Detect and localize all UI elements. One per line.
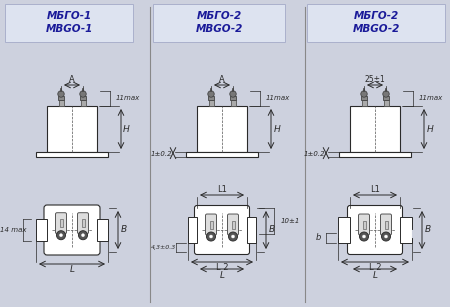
- Text: МБГО-1: МБГО-1: [46, 11, 92, 21]
- Bar: [247, 217, 256, 243]
- Bar: [59, 219, 63, 227]
- Circle shape: [57, 231, 66, 240]
- Bar: [80, 96, 86, 100]
- Bar: [230, 96, 236, 100]
- FancyBboxPatch shape: [55, 213, 67, 234]
- Circle shape: [208, 91, 214, 97]
- Text: MBGO-1: MBGO-1: [45, 24, 93, 34]
- Bar: [81, 100, 86, 106]
- FancyBboxPatch shape: [381, 214, 392, 235]
- Text: 1±0.2: 1±0.2: [150, 151, 172, 157]
- Text: b: b: [315, 233, 321, 243]
- Circle shape: [231, 235, 234, 238]
- Bar: [335, 230, 338, 238]
- Bar: [36, 219, 47, 241]
- Text: 14 max: 14 max: [0, 227, 26, 233]
- Bar: [208, 96, 214, 100]
- Circle shape: [382, 232, 391, 241]
- Circle shape: [80, 91, 86, 97]
- Bar: [186, 152, 258, 157]
- Bar: [230, 100, 235, 106]
- Text: 11max: 11max: [266, 95, 290, 102]
- FancyBboxPatch shape: [77, 213, 89, 234]
- Bar: [307, 4, 445, 42]
- FancyBboxPatch shape: [347, 205, 402, 255]
- Circle shape: [207, 232, 216, 241]
- Bar: [188, 217, 197, 243]
- Text: MBGO-2: MBGO-2: [352, 24, 400, 34]
- FancyBboxPatch shape: [228, 214, 238, 235]
- Text: L: L: [373, 270, 378, 279]
- Bar: [350, 106, 400, 152]
- Text: B: B: [425, 226, 431, 235]
- Circle shape: [58, 91, 64, 97]
- Circle shape: [78, 231, 87, 240]
- Bar: [58, 96, 64, 100]
- Circle shape: [59, 234, 63, 237]
- Circle shape: [360, 232, 369, 241]
- Bar: [339, 152, 411, 157]
- Bar: [153, 4, 285, 42]
- Bar: [47, 106, 97, 152]
- Bar: [383, 96, 389, 100]
- Text: A: A: [219, 76, 225, 84]
- Text: 25±1: 25±1: [364, 76, 385, 84]
- FancyBboxPatch shape: [359, 214, 369, 235]
- Text: МБГО-2: МБГО-2: [196, 11, 242, 21]
- Text: 10±1: 10±1: [281, 218, 301, 224]
- Circle shape: [81, 234, 85, 237]
- Bar: [383, 100, 388, 106]
- Bar: [361, 96, 367, 100]
- Bar: [208, 100, 213, 106]
- FancyBboxPatch shape: [44, 205, 100, 255]
- Text: МБГО-2: МБГО-2: [353, 11, 399, 21]
- Bar: [210, 220, 212, 228]
- Text: L: L: [220, 270, 225, 279]
- Bar: [384, 220, 387, 228]
- Text: H: H: [427, 125, 433, 134]
- Text: L1: L1: [217, 185, 227, 195]
- FancyBboxPatch shape: [206, 214, 216, 235]
- Text: B: B: [121, 226, 127, 235]
- Text: H: H: [122, 125, 130, 134]
- Text: 4,3±0.3: 4,3±0.3: [151, 245, 176, 250]
- Bar: [231, 220, 234, 228]
- Circle shape: [210, 235, 212, 238]
- Circle shape: [229, 232, 238, 241]
- Bar: [338, 217, 350, 243]
- FancyBboxPatch shape: [194, 205, 249, 255]
- Bar: [197, 106, 247, 152]
- Bar: [58, 100, 63, 106]
- Bar: [81, 219, 85, 227]
- Text: L: L: [69, 266, 75, 274]
- Text: 1±0.2: 1±0.2: [303, 151, 325, 157]
- Text: MBGO-2: MBGO-2: [195, 24, 243, 34]
- Text: 11max: 11max: [116, 95, 140, 102]
- Text: A: A: [69, 76, 75, 84]
- Bar: [400, 217, 412, 243]
- Text: H: H: [274, 125, 280, 134]
- Text: L 2: L 2: [216, 263, 228, 273]
- Bar: [36, 152, 108, 157]
- Bar: [361, 100, 366, 106]
- Circle shape: [361, 91, 367, 97]
- Text: B: B: [269, 226, 275, 235]
- Bar: [97, 219, 108, 241]
- Circle shape: [383, 91, 389, 97]
- Circle shape: [384, 235, 387, 238]
- Bar: [363, 220, 365, 228]
- Bar: [5, 4, 133, 42]
- Circle shape: [363, 235, 365, 238]
- Circle shape: [230, 91, 236, 97]
- Bar: [412, 230, 415, 238]
- Text: L 2: L 2: [369, 263, 381, 273]
- Text: L1: L1: [370, 185, 380, 195]
- Text: 11max: 11max: [419, 95, 443, 102]
